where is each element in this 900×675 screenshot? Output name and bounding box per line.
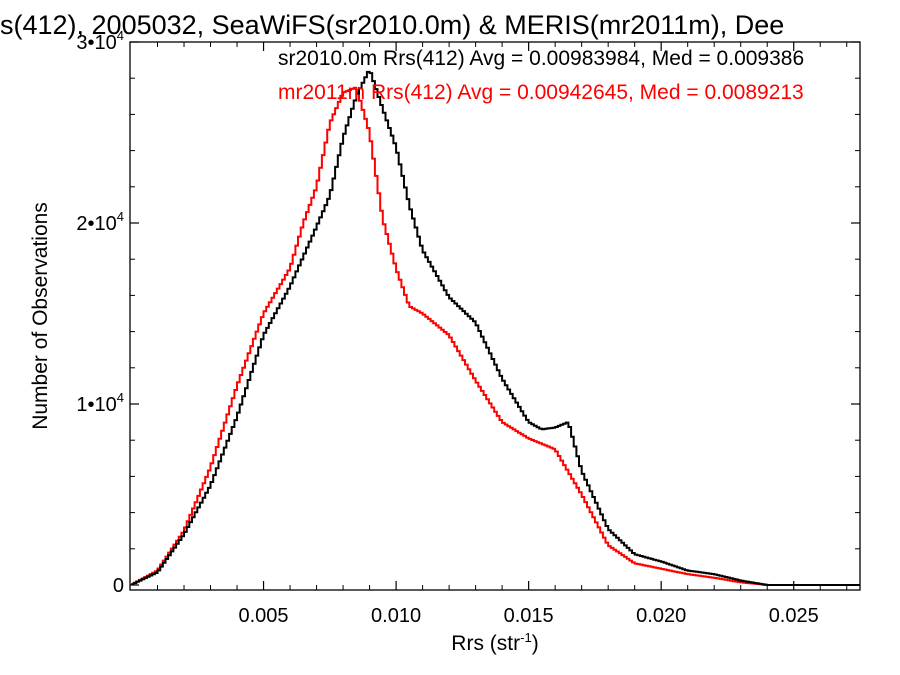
plot-frame: [129, 41, 861, 591]
x-tick-label: 0.010: [371, 605, 421, 627]
x-axis-label: Rrs (str-1): [451, 630, 538, 655]
x-tick-label: 0.015: [504, 605, 554, 627]
series-annotation-sr2010: sr2010.0m Rrs(412) Avg = 0.00983984, Med…: [278, 47, 804, 70]
y-tick-label: 1•104: [76, 390, 124, 416]
y-tick-label: 2•104: [76, 209, 124, 235]
chart-title: s(412), 2005032, SeaWiFS(sr2010.0m) & ME…: [0, 10, 784, 40]
series-layer: [131, 70, 860, 586]
y-axis: 0 1•104 2•104 3•104: [76, 28, 860, 597]
y-tick-label: 3•104: [76, 28, 124, 54]
series-line-mr2011m: [131, 86, 860, 586]
x-axis: 0.005 0.010 0.015 0.020 0.025: [157, 42, 848, 627]
series-line-sr2010.0m: [131, 70, 860, 586]
y-axis-label: Number of Observations: [29, 202, 52, 430]
x-tick-label: 0.005: [239, 605, 289, 627]
x-tick-label: 0.020: [636, 605, 686, 627]
y-tick-label: 0: [113, 575, 124, 597]
x-tick-label: 0.025: [769, 605, 819, 627]
series-annotation-mr2011: mr2011m Rrs(412) Avg = 0.00942645, Med =…: [278, 81, 804, 104]
